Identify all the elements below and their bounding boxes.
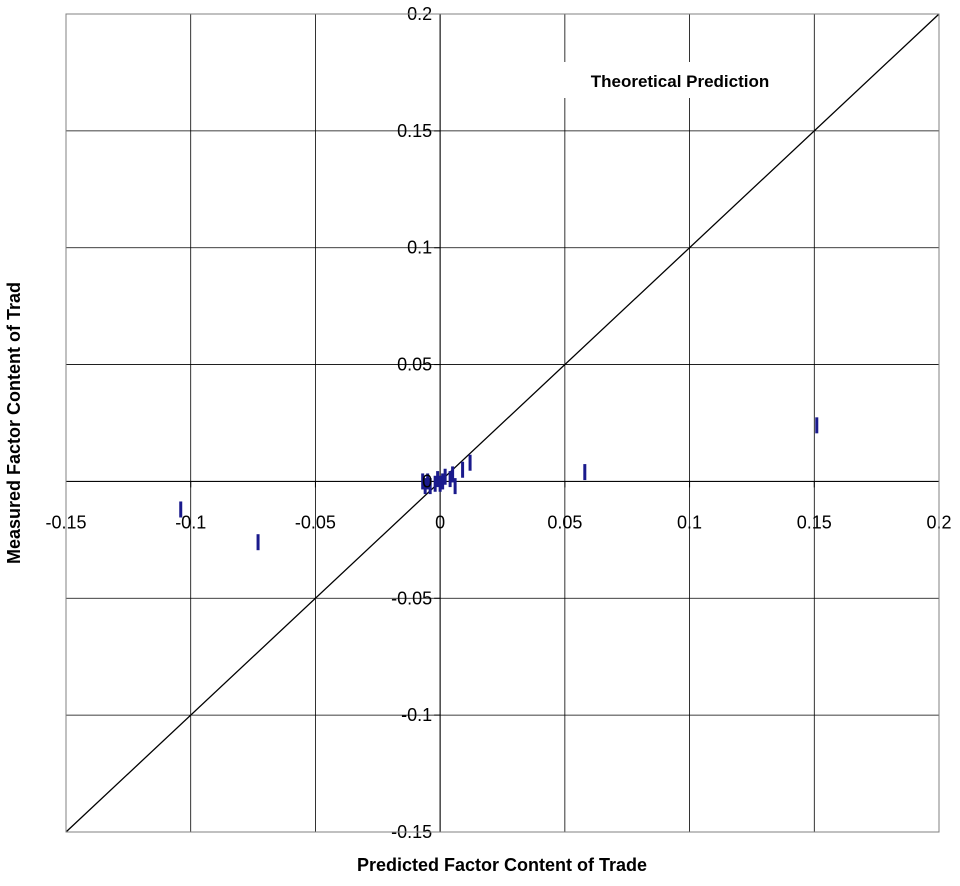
x-tick-label-1: -0.1: [175, 512, 206, 532]
data-point-1: [583, 464, 587, 481]
data-point-17: [179, 501, 183, 518]
data-point-8: [441, 473, 445, 490]
y-tick-label-5: 0.1: [407, 238, 432, 258]
data-point-3: [461, 461, 465, 478]
data-point-16: [256, 534, 260, 551]
y-tick-label-4: 0.05: [397, 355, 432, 375]
y-axis-title: Measured Factor Content of Trad: [4, 282, 24, 564]
data-point-7: [443, 468, 447, 485]
data-point-13: [426, 473, 430, 490]
data-point-6: [448, 471, 452, 488]
data-point-4: [453, 478, 457, 495]
plot-border: [65, 13, 940, 833]
x-tick-label-4: 0.05: [547, 512, 582, 532]
y-tick-label-2: -0.05: [391, 588, 432, 608]
data-point-15: [421, 473, 425, 490]
y-tick-label-3: 0: [422, 471, 432, 491]
x-tick-label-5: 0.1: [677, 512, 702, 532]
y-tick-label-6: 0.15: [397, 121, 432, 141]
data-point-5: [451, 466, 455, 483]
x-tick-label-2: -0.05: [295, 512, 336, 532]
data-point-10: [436, 471, 440, 488]
data-points: [179, 417, 819, 551]
x-axis-title: Predicted Factor Content of Trade: [357, 855, 647, 875]
data-point-14: [423, 478, 427, 495]
theoretical-prediction-line: [65, 13, 940, 833]
data-point-2: [468, 454, 472, 471]
data-point-12: [428, 478, 432, 495]
x-tick-label-6: 0.15: [797, 512, 832, 532]
data-point-0: [815, 417, 819, 434]
data-point-9: [438, 475, 442, 492]
annotation-theoretical-prediction: Theoretical Prediction: [591, 72, 770, 91]
x-tick-label-3: 0: [435, 512, 445, 532]
annotation-background: [557, 62, 801, 98]
data-point-11: [433, 475, 437, 492]
y-tick-label-1: -0.1: [401, 705, 432, 725]
